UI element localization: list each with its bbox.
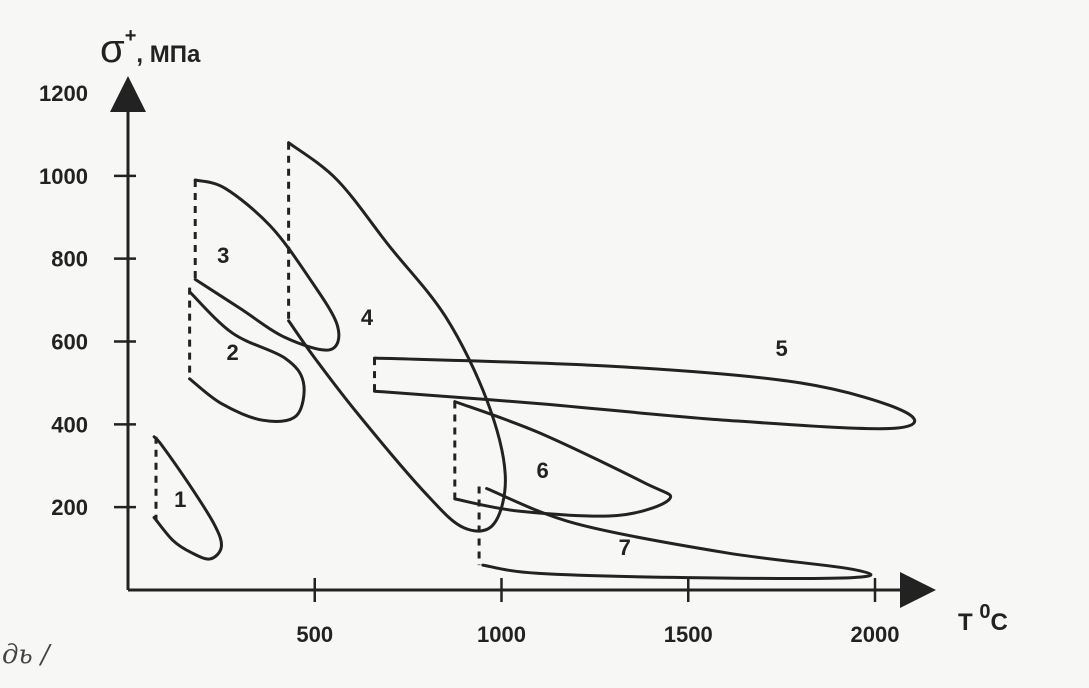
series-5-label: 5 [776,336,788,361]
x-tick-label: 1500 [664,622,713,647]
series-7-label: 7 [619,535,631,560]
x-tick-label: 1000 [477,622,526,647]
axes: 500 1000 1500 2000 200 400 600 800 1000 1200 σ+, М… [39,25,1008,647]
x-tick-label: 500 [296,622,333,647]
y-tick-label: 1000 [39,164,88,189]
y-tick-label: 800 [51,247,88,272]
y-tick-label: 400 [51,412,88,437]
margin-note: дь / [2,640,50,670]
x-tick-label: 2000 [851,622,900,647]
series-1-curve [152,435,223,561]
series-6-curve [453,400,673,518]
series-4-label: 4 [361,305,374,330]
y-tick-label: 200 [51,495,88,520]
series-layer [152,141,917,580]
x-axis-title: T 0C [958,601,1008,636]
y-axis-title: σ+, МПа [100,25,201,71]
labels-layer: 1 2 3 4 5 6 7 [174,243,788,560]
series-3-curve [193,178,341,352]
y-tick-label: 1200 [39,81,88,106]
series-7-curve [481,487,873,580]
series-1-label: 1 [174,487,186,512]
series-4-curve [287,141,507,533]
series-6-label: 6 [536,458,548,483]
series-2-label: 2 [226,340,238,365]
y-tick-label: 600 [51,330,88,355]
series-5-curve [373,356,917,431]
series-3-label: 3 [217,243,229,268]
series-2-curve [188,290,306,423]
